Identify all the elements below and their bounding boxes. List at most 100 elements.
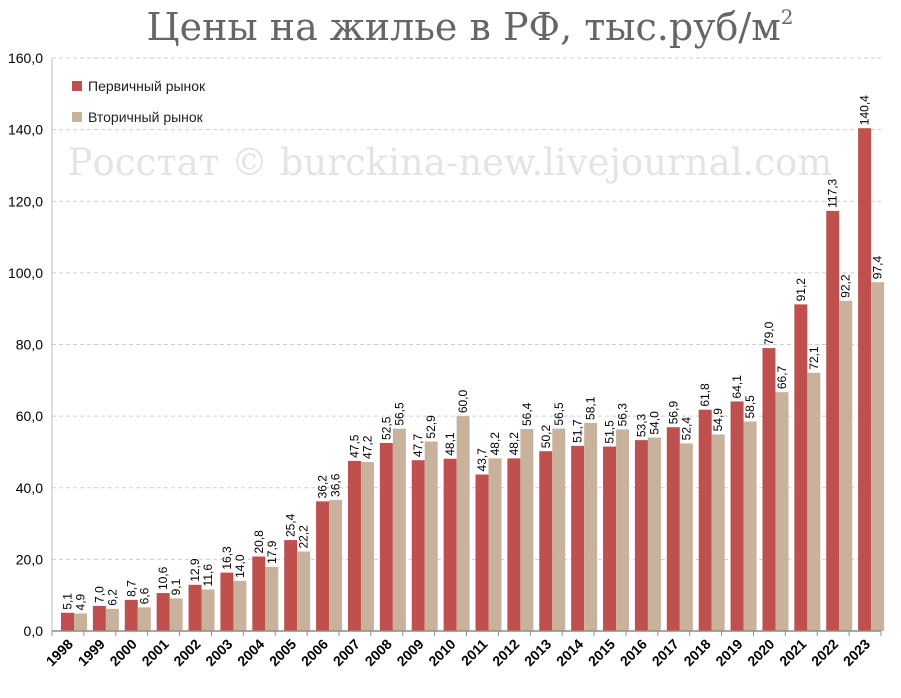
bar-secondary	[105, 608, 119, 631]
bar-primary	[858, 128, 872, 631]
data-label-secondary: 56,5	[392, 402, 406, 426]
data-label-primary: 51,7	[571, 419, 585, 443]
bar-primary	[411, 460, 425, 631]
data-label-primary: 56,9	[666, 401, 680, 425]
bar-secondary	[616, 429, 630, 631]
bar-secondary	[711, 434, 725, 631]
bar-secondary	[392, 428, 406, 631]
data-label-primary: 10,6	[156, 566, 170, 590]
data-label-secondary: 4,9	[74, 593, 88, 610]
data-label-secondary: 52,4	[679, 417, 693, 441]
bar-primary	[571, 445, 585, 631]
data-label-primary: 47,7	[411, 433, 425, 457]
bar-primary	[156, 593, 170, 631]
bar-secondary	[647, 437, 661, 631]
data-label-secondary: 56,3	[616, 403, 630, 427]
bar-primary	[507, 458, 521, 631]
bar-secondary	[424, 441, 438, 631]
data-label-secondary: 6,2	[105, 589, 119, 606]
y-axis: 0,0 20,0 40,0 60,0 80,0 100,0 120,0 140,0 160,0	[8, 50, 53, 639]
bar-secondary	[169, 598, 183, 631]
bar-secondary	[137, 607, 151, 631]
data-label-primary: 91,2	[794, 278, 808, 302]
legend-swatch-secondary	[72, 112, 82, 122]
data-label-secondary: 56,5	[552, 402, 566, 426]
bar-primary	[124, 599, 138, 631]
bar-primary	[698, 409, 712, 631]
data-labels: 5,1 4,9 7,0 6,2 8,7 6,6 10,6 9,1 12,9 11,6 16,3 14,…	[61, 95, 885, 611]
y-tick-label: 160,0	[8, 50, 43, 66]
bar-primary	[794, 304, 808, 631]
watermark: Росстат © burckina-new.livejournal.com	[68, 141, 833, 184]
data-label-primary: 50,2	[539, 425, 553, 449]
bar-primary	[603, 446, 617, 631]
data-label-primary: 7,0	[92, 586, 106, 603]
data-label-primary: 12,9	[188, 558, 202, 582]
data-label-primary: 20,8	[252, 530, 266, 554]
bar-secondary	[201, 589, 215, 631]
bar-secondary	[775, 392, 789, 631]
data-label-secondary: 14,0	[233, 554, 247, 578]
data-label-primary: 16,3	[220, 546, 234, 570]
y-tick-label: 100,0	[8, 265, 43, 281]
legend-swatch-primary	[72, 81, 82, 91]
data-label-primary: 53,3	[634, 413, 648, 437]
data-label-secondary: 36,6	[329, 473, 343, 497]
data-label-primary: 8,7	[124, 580, 138, 597]
data-label-secondary: 22,2	[297, 525, 311, 549]
bar-primary	[252, 556, 266, 631]
data-label-secondary: 58,1	[584, 396, 598, 420]
y-tick-label: 120,0	[8, 193, 43, 209]
y-tick-label: 40,0	[16, 480, 43, 496]
bar-secondary	[74, 613, 87, 631]
data-label-secondary: 52,9	[424, 415, 438, 439]
data-label-secondary: 54,9	[711, 408, 725, 432]
bar-secondary	[265, 566, 279, 631]
chart-title-superscript: 2	[781, 5, 794, 29]
bar-secondary	[839, 300, 853, 631]
data-label-secondary: 48,2	[488, 432, 502, 456]
data-label-primary: 25,4	[284, 513, 298, 537]
bar-primary	[539, 451, 553, 631]
bar-primary	[220, 572, 234, 631]
data-label-primary: 79,0	[762, 321, 776, 345]
bar-primary	[61, 612, 74, 631]
chart-title-main: Цены на жилье в РФ, тыс.руб/м	[146, 5, 780, 49]
bar-secondary	[552, 428, 566, 631]
data-label-primary: 48,1	[443, 432, 457, 456]
y-tick-label: 20,0	[16, 551, 43, 567]
bar-secondary	[679, 443, 693, 631]
bar-primary	[92, 605, 106, 631]
data-label-primary: 64,1	[730, 375, 744, 399]
data-label-secondary: 97,4	[871, 256, 885, 280]
data-label-secondary: 6,6	[137, 587, 151, 604]
data-label-primary: 5,1	[61, 593, 75, 610]
data-label-secondary: 47,2	[360, 435, 374, 459]
bar-primary	[762, 348, 776, 631]
bar-primary	[634, 440, 648, 631]
bar-primary	[347, 460, 361, 631]
bars	[61, 128, 885, 631]
data-label-secondary: 11,6	[201, 564, 215, 587]
data-label-primary: 140,4	[858, 95, 872, 125]
data-label-primary: 43,7	[475, 448, 489, 472]
bar-primary	[475, 474, 489, 631]
bar-primary	[730, 401, 744, 631]
bar-primary	[443, 458, 457, 631]
y-tick-label: 140,0	[8, 122, 43, 138]
bar-secondary	[360, 461, 374, 631]
bar-secondary	[329, 499, 343, 631]
bar-secondary	[233, 580, 247, 631]
bar-secondary	[297, 551, 311, 631]
data-label-secondary: 60,0	[456, 389, 470, 413]
data-label-primary: 47,5	[347, 434, 361, 458]
bar-primary	[379, 442, 393, 631]
bar-secondary	[520, 429, 534, 631]
data-label-secondary: 56,4	[520, 402, 534, 426]
data-label-secondary: 9,1	[169, 578, 183, 595]
bar-secondary	[871, 282, 885, 631]
legend: Первичный рынок Вторичный рынок	[72, 78, 206, 125]
data-label-secondary: 58,5	[743, 395, 757, 419]
y-tick-label: 0,0	[24, 623, 44, 639]
